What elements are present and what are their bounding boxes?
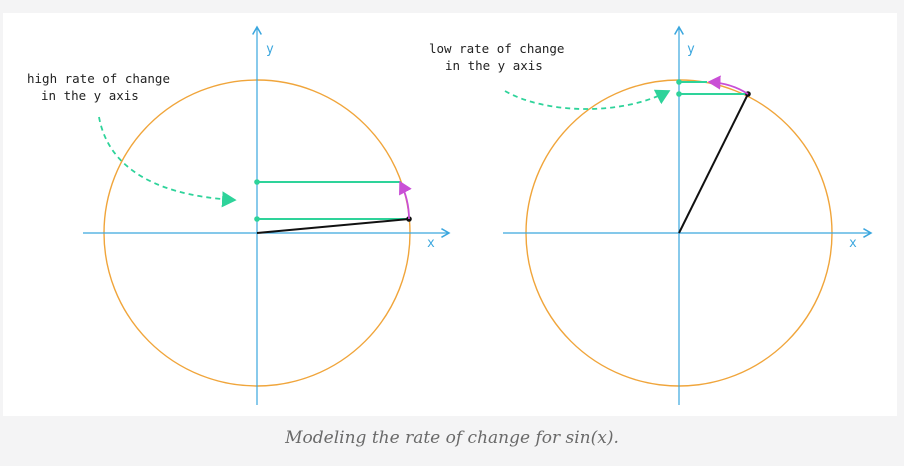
radius-line [678,93,749,234]
sine-point-high [254,179,260,185]
y-axis-label: y [687,42,695,57]
radius-line [256,218,410,234]
figure-svg: x y high rate of change in the y axis x … [27,25,873,405]
annotation-line-2: in the y axis [445,58,543,73]
sine-point-low [254,216,260,222]
annotation-arrow [98,116,237,208]
sine-point-high [676,79,682,85]
angle-arc [399,180,412,220]
diagram-left: x y high rate of change in the y axis [27,25,451,405]
y-axis-label: y [266,42,274,57]
sine-point-low [676,91,682,97]
annotation-line-1: high rate of change [27,71,170,86]
angle-arc [707,75,749,95]
figure-panel: x y high rate of change in the y axis x … [3,13,897,416]
annotation-line-2: in the y axis [41,88,139,103]
x-axis-label: x [849,236,857,251]
figure-caption: Modeling the rate of change for sin(x). [285,428,619,448]
annotation-line-1: low rate of change [429,41,564,56]
diagram-right: x y low rate of change in the y axis [429,25,873,405]
x-axis-label: x [427,236,435,251]
annotation-arrow [504,89,671,110]
